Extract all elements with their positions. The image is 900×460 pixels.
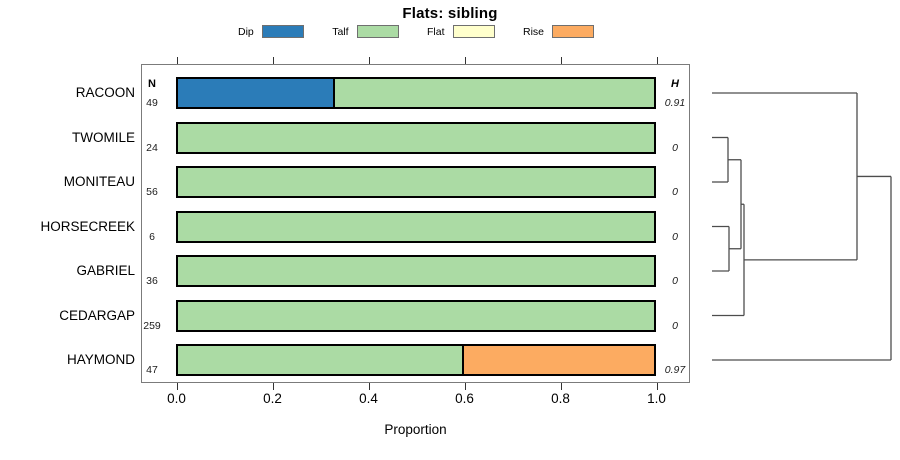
axis-tick (176, 57, 178, 64)
row-label: HAYMOND (66, 352, 135, 367)
axis-tick (464, 383, 466, 390)
axis-tick-label: 1.0 (647, 391, 666, 406)
axis-tick (656, 57, 658, 64)
bar-row (176, 121, 656, 154)
legend-item: Dip (238, 25, 304, 38)
legend-item: Flat (427, 25, 495, 38)
h-value: 0 (672, 141, 678, 154)
h-value: 0 (672, 275, 678, 287)
n-value: 259 (143, 319, 161, 332)
axis-tick-label: 0.6 (455, 391, 474, 406)
row-label: TWOMILE (72, 129, 135, 145)
h-value: 0 (672, 186, 678, 198)
n-value: 24 (146, 141, 158, 154)
h-value: 0.97 (664, 364, 686, 376)
bar-row (176, 344, 656, 376)
axis-tick-label: 0.0 (167, 391, 186, 406)
legend-swatch (356, 25, 399, 38)
h-column-header: H (671, 78, 679, 90)
bar-segment (178, 168, 654, 196)
legend-label: Rise (522, 25, 544, 38)
legend-label: Talf (332, 25, 349, 38)
row-label: CEDARGAP (59, 307, 135, 323)
legend-swatch (552, 25, 594, 38)
bar-segment (463, 346, 654, 374)
axis-tick-label: 0.2 (263, 391, 282, 406)
bar-row (176, 210, 656, 243)
legend-item: Rise (523, 25, 594, 38)
row-label: GABRIEL (76, 263, 135, 278)
axis-tick-label: 0.8 (551, 391, 570, 406)
axis-tick (272, 383, 274, 390)
axis-tick (656, 383, 658, 390)
plot-box (141, 64, 690, 383)
h-value: 0.91 (664, 97, 686, 109)
legend-swatch (261, 25, 304, 38)
bar-row (176, 299, 656, 332)
axis-tick (560, 57, 562, 64)
x-axis-label: Proportion (384, 422, 447, 437)
bar-segment (335, 79, 654, 107)
axis-tick (176, 383, 178, 390)
bar-segment (178, 123, 654, 152)
axis-tick (368, 57, 370, 64)
bar-row (176, 255, 656, 287)
bar-segment (178, 257, 654, 285)
axis-tick (464, 57, 466, 64)
chart-title: Flats: sibling (402, 5, 498, 22)
legend: Dip Talf Flat Rise (238, 25, 594, 38)
bar-row (176, 166, 656, 198)
legend-swatch (452, 25, 495, 38)
h-value: 0 (672, 230, 678, 243)
h-value: 0 (672, 319, 678, 332)
bar-segment (178, 301, 654, 330)
bar-segment (178, 79, 336, 107)
bar-segment (178, 346, 464, 374)
row-label: HORSECREEK (40, 218, 135, 234)
row-label: RACOON (75, 85, 135, 100)
legend-item: Talf (332, 25, 399, 38)
axis-tick (368, 383, 370, 390)
n-value: 56 (146, 186, 158, 198)
n-value: 47 (146, 364, 158, 376)
n-value: 6 (149, 230, 155, 243)
legend-label: Flat (427, 25, 445, 38)
bar-segment (178, 212, 654, 241)
n-value: 49 (146, 97, 158, 109)
axis-tick (560, 383, 562, 390)
legend-label: Dip (238, 25, 254, 38)
n-value: 36 (146, 275, 158, 287)
row-label: MONITEAU (63, 174, 135, 189)
n-column-header: N (148, 78, 156, 90)
axis-tick-label: 0.4 (359, 391, 378, 406)
bar-row (176, 77, 656, 109)
axis-tick (272, 57, 274, 64)
